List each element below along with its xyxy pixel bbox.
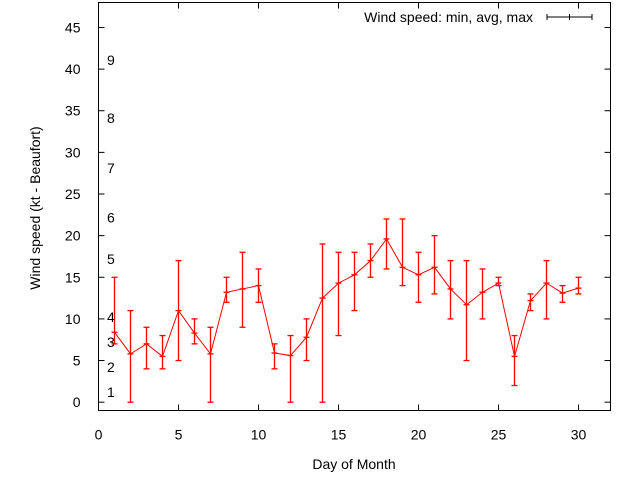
y-tick-label: 20 (65, 228, 81, 244)
errorbar (191, 318, 198, 345)
x-tick-label: 30 (571, 427, 587, 443)
beaufort-label: 5 (107, 251, 115, 267)
series-wind-speed (111, 218, 582, 403)
plot-frame (98, 2, 611, 411)
x-tick-label: 0 (95, 427, 103, 443)
errorbar (271, 343, 278, 370)
errorbar (495, 276, 502, 287)
errorbar (319, 243, 326, 403)
beaufort-label: 8 (107, 110, 115, 126)
errorbar (223, 276, 230, 303)
legend-label: Wind speed: min, avg, max (364, 9, 533, 25)
y-tick-label: 10 (65, 311, 81, 327)
errorbar (511, 334, 518, 387)
x-tick-label: 5 (175, 427, 183, 443)
errorbar (175, 259, 182, 362)
y-tick-label: 45 (65, 19, 81, 35)
errorbar (143, 326, 150, 370)
legend: Wind speed: min, avg, max (364, 9, 593, 25)
errorbar (239, 251, 246, 328)
y-tick-label: 0 (73, 394, 81, 410)
errorbar (463, 259, 470, 362)
x-tick-label: 20 (411, 427, 427, 443)
errorbar (207, 326, 214, 403)
x-axis-label: Day of Month (312, 456, 395, 472)
errorbar (255, 268, 262, 303)
errorbar (447, 259, 454, 320)
y-tick-label: 30 (65, 144, 81, 160)
legend-errorbar-sample (546, 14, 593, 20)
errorbar (527, 293, 534, 312)
errorbar (335, 251, 342, 337)
errorbar (415, 251, 422, 303)
errorbar (479, 268, 486, 320)
beaufort-label: 9 (107, 52, 115, 68)
y-tick-label: 35 (65, 103, 81, 119)
y-tick-label: 40 (65, 61, 81, 77)
errorbar (543, 259, 550, 320)
beaufort-label: 3 (107, 334, 115, 350)
y-tick-label: 15 (65, 269, 81, 285)
y-tick-label: 25 (65, 186, 81, 202)
errorbar (351, 251, 358, 312)
beaufort-label: 6 (107, 209, 115, 225)
beaufort-label: 4 (107, 309, 115, 325)
series-line (114, 238, 579, 358)
beaufort-label: 2 (107, 359, 115, 375)
beaufort-labels: 1 2 3 4 5 6 7 8 9 (107, 52, 115, 400)
y-tick-label: 5 (73, 353, 81, 369)
errorbar (287, 334, 294, 403)
errorbar (399, 218, 406, 287)
errorbar (575, 276, 582, 295)
errorbar (303, 318, 310, 362)
beaufort-label: 1 (107, 384, 115, 400)
errorbar (559, 284, 566, 303)
errorbar (127, 309, 134, 403)
x-tick-label: 10 (251, 427, 267, 443)
errorbar (431, 234, 438, 295)
errorbar (111, 276, 118, 345)
errorbar (159, 334, 166, 370)
y-axis-label: Wind speed (kt - Beaufort) (27, 126, 43, 289)
beaufort-label: 7 (107, 160, 115, 176)
errorbar (383, 218, 390, 270)
errorbar (367, 243, 374, 278)
x-tick-label: 25 (491, 427, 507, 443)
x-tick-label: 15 (331, 427, 347, 443)
